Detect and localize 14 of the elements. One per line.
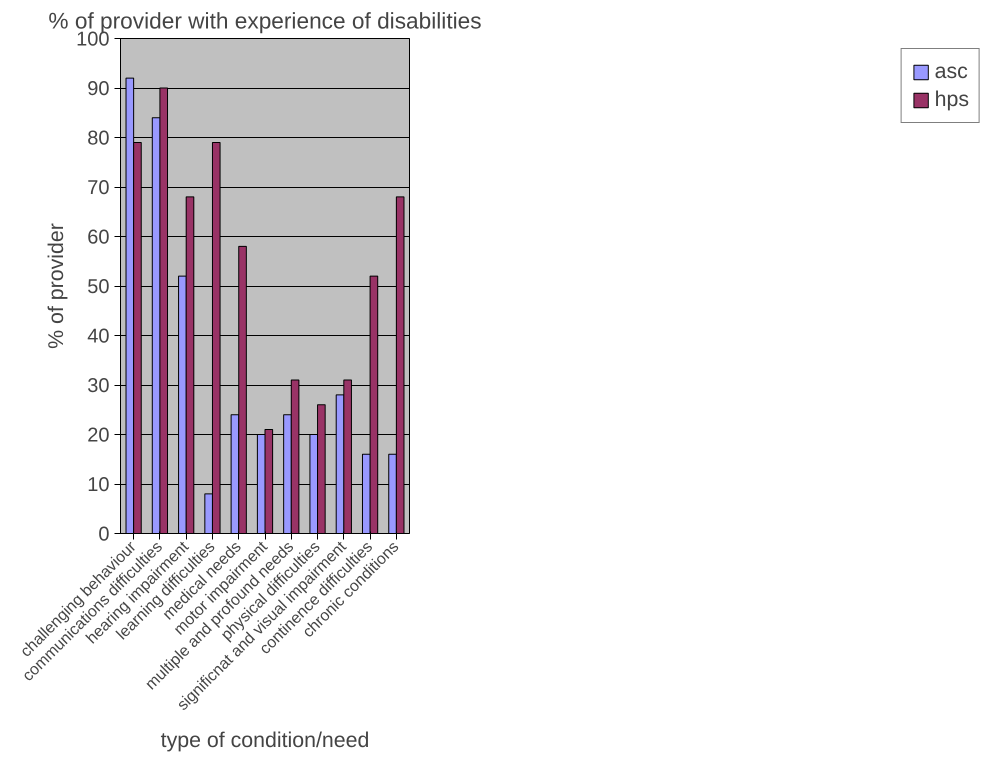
y-tick-label: 30 <box>87 375 110 397</box>
y-tick-label: 20 <box>87 424 110 446</box>
y-tick-label: 80 <box>87 128 110 150</box>
y-tick-label: 90 <box>87 78 110 100</box>
y-tick-label: 60 <box>87 226 110 248</box>
y-tick-label: 0 <box>98 524 110 546</box>
y-tick-label: 10 <box>87 474 110 496</box>
legend-label: asc <box>934 59 968 84</box>
y-tick-label: 40 <box>87 326 110 348</box>
legend-label: hps <box>934 87 969 112</box>
y-tick-label: 70 <box>87 177 110 199</box>
y-tick-label: 50 <box>87 276 110 298</box>
x-axis-title: type of condition/need <box>160 728 370 752</box>
y-axis-title: % of provider <box>44 223 68 349</box>
